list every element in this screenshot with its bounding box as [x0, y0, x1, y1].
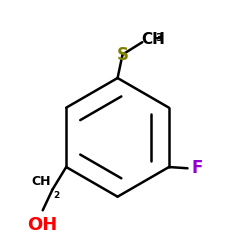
Text: 2: 2 — [53, 190, 59, 200]
Text: OH: OH — [28, 216, 58, 234]
Text: CH: CH — [141, 32, 165, 47]
Text: 3: 3 — [155, 33, 163, 43]
Text: CH: CH — [32, 175, 51, 188]
Text: S: S — [116, 46, 128, 64]
Text: F: F — [191, 159, 202, 177]
